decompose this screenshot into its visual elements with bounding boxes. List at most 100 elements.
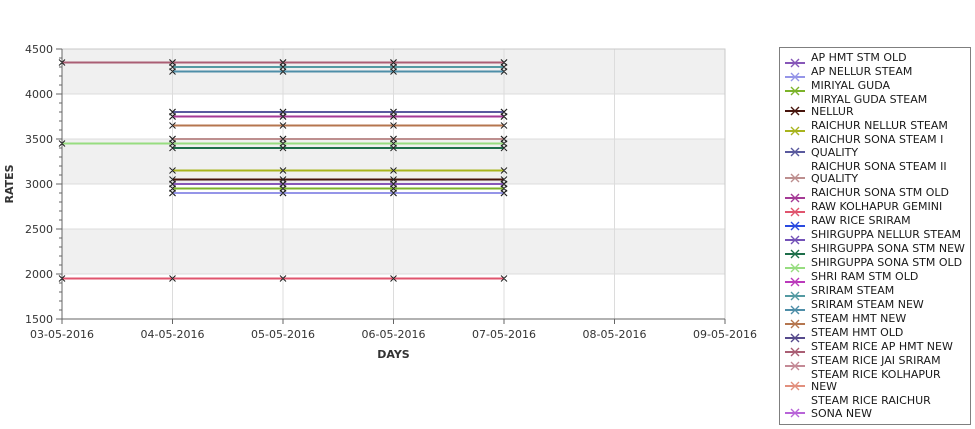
legend-item-steam-hmt-old: STEAM HMT OLD: [785, 325, 965, 343]
legend-marker-x-icon: [785, 244, 805, 259]
legend-item-ap-hmt-stm-old: AP HMT STM OLD: [785, 51, 965, 68]
legend-item-shri-ram-stm-old: SHRI RAM STM OLD: [785, 269, 965, 287]
legend-item-raichur-nellur-steam: RAICHUR NELLUR STEAM: [785, 119, 965, 136]
legend-item-steam-hmt-new: STEAM HMT NEW: [785, 311, 965, 329]
series-marker-x-icon-shirguppa-sona-stm-new: [169, 144, 508, 152]
series-marker-x-icon-raichur-sona-steam-i-quality: [169, 108, 508, 116]
legend-marker-x-icon: [785, 168, 805, 183]
legend-label: RAICHUR SONA STEAM II QUALITY: [811, 159, 947, 185]
legend-item-shirguppa-sona-stm-new: SHIRGUPPA SONA STM NEW: [785, 241, 965, 259]
legend-marker-x-icon: [785, 230, 805, 245]
series-marker-x-icon-miriyal-guda: [169, 185, 508, 192]
rates-line-chart: 1500 2000 2500 3000 3500 4000 4500 03-05-2016 04…: [3, 43, 757, 361]
legend-marker-x-icon: [785, 356, 805, 371]
legend-label: SHIRGUPPA SONA STM NEW: [811, 241, 965, 255]
legend-label: AP NELLUR STEAM: [811, 65, 913, 78]
series-marker-x-icon-ap-nellur-steam: [169, 189, 508, 197]
legend-marker-x-icon: [785, 300, 805, 315]
legend-marker-x-icon: [785, 376, 805, 391]
legend-label: STEAM HMT OLD: [811, 325, 904, 339]
series-marker-x-icon-ap-hmt-stm-old: [169, 180, 508, 188]
x-tick-label: 07-05-2016: [472, 328, 536, 341]
legend-marker-x-icon: [785, 188, 805, 203]
legend-marker-x-icon: [785, 216, 805, 231]
x-tick-label: 04-05-2016: [141, 328, 205, 341]
legend-item-steam-rice-kolhapur-new: STEAM RICE KOLHAPUR NEW: [785, 367, 965, 394]
legend-label: MIRIYAL GUDA: [811, 79, 891, 92]
legend-marker-x-icon: [785, 202, 805, 217]
series-marker-x-icon-miryal-guda-steam-nellur: [169, 176, 508, 183]
legend-label: MIRYAL GUDA STEAM NELLUR: [811, 93, 928, 119]
legend-item-raichur-sona-steam-ii-quality: RAICHUR SONA STEAM II QUALITY: [785, 159, 965, 186]
legend-marker-x-icon: [785, 81, 805, 96]
y-tick-label: 2000: [25, 268, 53, 281]
legend-marker-x-icon: [785, 101, 805, 116]
x-axis-title: DAYS: [377, 348, 410, 361]
legend-marker-x-icon: [785, 121, 805, 136]
legend-item-shirguppa-nellur-steam: SHIRGUPPA NELLUR STEAM: [785, 227, 965, 245]
legend-item-raw-rice-sriram: RAW RICE SRIRAM: [785, 213, 965, 231]
legend-marker-x-icon: [785, 67, 805, 82]
legend-item-miryal-guda-steam-nellur: MIRYAL GUDA STEAM NELLUR: [785, 93, 965, 119]
legend-label: STEAM RICE JAI SRIRAM: [811, 353, 941, 367]
legend-marker-x-icon: [785, 258, 805, 273]
legend-marker-x-icon: [785, 53, 805, 68]
legend-label: STEAM RICE KOLHAPUR NEW: [811, 367, 941, 394]
legend-item-shirguppa-sona-stm-old: SHIRGUPPA SONA STM OLD: [785, 255, 965, 273]
series-marker-x-icon-raichur-nellur-steam: [169, 167, 508, 174]
y-tick-label: 4000: [25, 88, 53, 101]
legend-marker-x-icon: [785, 272, 805, 287]
legend-label: SHIRGUPPA SONA STM OLD: [811, 255, 963, 269]
legend-marker-x-icon: [785, 328, 805, 343]
legend-marker-x-icon: [785, 286, 805, 301]
legend-marker-x-icon: [785, 142, 805, 157]
chart-legend: AP HMT STM OLD AP NELLUR STEAM MIRIYAL GUD…: [779, 47, 971, 425]
y-tick-label: 4500: [25, 43, 53, 56]
legend-item-sriram-steam-new: SRIRAM STEAM NEW: [785, 297, 965, 315]
legend-label: SHRI RAM STM OLD: [811, 269, 919, 283]
series-marker-x-icon-raichur-sona-stm-old: [169, 113, 508, 120]
legend-item-sriram-steam: SRIRAM STEAM: [785, 283, 965, 301]
legend-label: RAW RICE SRIRAM: [811, 213, 911, 227]
legend-item-steam-rice-raichur-sona-new: STEAM RICE RAICHUR SONA NEW: [785, 395, 965, 420]
legend-item-raw-kolhapur-gemini: RAW KOLHAPUR GEMINI: [785, 199, 965, 217]
legend-label: STEAM HMT NEW: [811, 311, 907, 325]
series-marker-x-icon-sriram-steam-new: [169, 68, 508, 75]
legend-label: AP HMT STM OLD: [811, 51, 907, 64]
legend-label: STEAM RICE RAICHUR SONA NEW: [811, 394, 931, 420]
x-tick-label: 03-05-2016: [30, 328, 94, 341]
legend-label: SRIRAM STEAM: [811, 283, 895, 297]
legend-item-raichur-sona-steam-i-quality: RAICHUR SONA STEAM I QUALITY: [785, 134, 965, 159]
y-tick-label: 3000: [25, 178, 53, 191]
legend-item-steam-rice-jai-sriram: STEAM RICE JAI SRIRAM: [785, 353, 965, 371]
legend-marker-x-icon: [785, 314, 805, 329]
series-marker-x-icon-shirguppa-sona-stm-old: [58, 140, 508, 147]
legend-marker-x-icon: [785, 403, 805, 418]
legend-label: SHIRGUPPA NELLUR STEAM: [811, 227, 962, 241]
legend-label: STEAM RICE AP HMT NEW: [811, 339, 953, 353]
legend-marker-x-icon: [785, 342, 805, 357]
legend-label: RAICHUR SONA STEAM I QUALITY: [811, 133, 944, 159]
x-tick-label: 05-05-2016: [251, 328, 315, 341]
x-tick-label: 08-05-2016: [583, 328, 647, 341]
y-tick-label: 3500: [25, 133, 53, 146]
y-tick-label: 2500: [25, 223, 53, 236]
series-marker-x-icon-raichur-sona-steam-ii-quality: [169, 135, 508, 143]
legend-item-steam-rice-ap-hmt-new: STEAM RICE AP HMT NEW: [785, 339, 965, 357]
legend-label: SRIRAM STEAM NEW: [811, 297, 924, 311]
legend-item-raichur-sona-stm-old: RAICHUR SONA STM OLD: [785, 185, 965, 203]
series-marker-x-icon-steam-hmt-new: [169, 122, 508, 129]
legend-label: RAW KOLHAPUR GEMINI: [811, 199, 943, 213]
x-tick-label: 06-05-2016: [362, 328, 426, 341]
y-axis-title: RATES: [3, 164, 16, 203]
legend-label: RAICHUR NELLUR STEAM: [811, 119, 948, 133]
y-tick-label: 1500: [25, 313, 53, 326]
series-marker-x-icon-steam-rice-ap-hmt-new: [58, 59, 508, 66]
series-marker-x-icon-sriram-steam: [169, 63, 508, 71]
legend-label: RAICHUR SONA STM OLD: [811, 185, 949, 199]
x-tick-label: 09-05-2016: [693, 328, 757, 341]
legend-item-miriyal-guda: MIRIYAL GUDA: [785, 79, 965, 96]
legend-item-ap-nellur-steam: AP NELLUR STEAM: [785, 65, 965, 82]
series-marker-x-icon-raw-kolhapur-gemini: [58, 275, 508, 282]
